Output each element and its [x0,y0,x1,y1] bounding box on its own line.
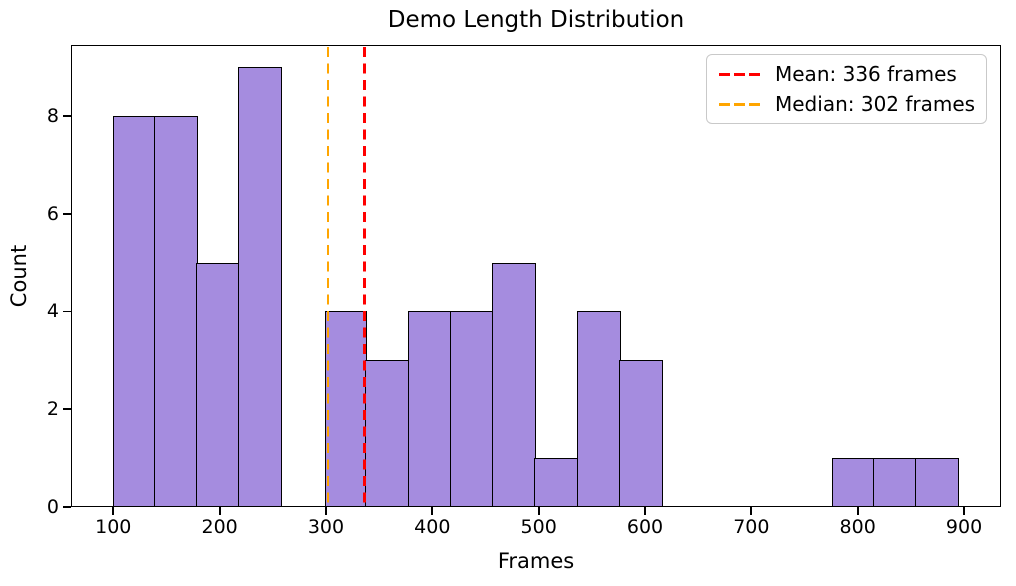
x-tick-label: 300 [307,516,345,538]
histogram-bar [365,360,410,507]
x-tick-label: 500 [520,516,557,538]
histogram-bar [576,311,621,507]
mean-line [362,46,366,506]
x-tick-label: 400 [414,516,451,538]
legend-entry-median: Median: 302 frames [719,92,976,116]
y-tick-mark [63,212,71,215]
histogram-bar [831,458,875,507]
y-tick-mark [63,310,71,313]
histogram-bar [407,311,452,507]
legend: Mean: 336 frames Median: 302 frames [706,54,987,124]
x-tick-mark [644,507,646,515]
x-tick-label: 700 [733,516,770,538]
histogram-bar [492,262,536,507]
x-tick-label: 100 [95,516,132,538]
histogram-bar [113,115,156,507]
x-tick-label: 600 [626,516,664,538]
legend-dash-swatch [719,72,761,76]
histogram-bar [618,360,663,507]
y-tick-mark [63,506,71,508]
y-tick-label: 0 [46,496,59,518]
legend-label: Mean: 336 frames [775,62,957,86]
histogram-bar [324,311,367,507]
chart-title: Demo Length Distribution [387,7,685,33]
x-axis-label: Frames [497,549,575,573]
legend-entry-mean: Mean: 336 frames [719,62,974,86]
x-tick-mark [325,507,327,515]
histogram-bar [153,115,198,507]
legend-label: Median: 302 frames [775,92,976,116]
x-tick-mark [112,507,115,515]
x-tick-mark [431,507,434,515]
y-tick-mark [63,408,71,411]
y-tick-mark [63,114,71,117]
x-tick-mark [963,507,965,515]
y-tick-label: 8 [46,104,59,127]
y-axis-label: Count [7,244,31,308]
legend-dash-swatch [719,102,761,106]
x-tick-label: 800 [839,516,876,538]
median-line [326,46,330,506]
histogram-bar [196,262,241,507]
histogram-bar [238,67,283,507]
y-tick-label: 6 [46,202,59,225]
histogram-bar [449,311,494,507]
histogram-bar [534,458,579,507]
x-tick-mark [218,507,221,515]
x-tick-label: 200 [201,516,238,538]
histogram-bar [872,458,917,507]
x-tick-label: 900 [945,516,983,538]
y-tick-label: 4 [46,300,59,323]
x-tick-mark [537,507,540,515]
y-tick-label: 2 [46,398,59,421]
x-tick-mark [856,507,859,515]
histogram-bar [914,458,959,507]
x-tick-mark [750,507,753,515]
